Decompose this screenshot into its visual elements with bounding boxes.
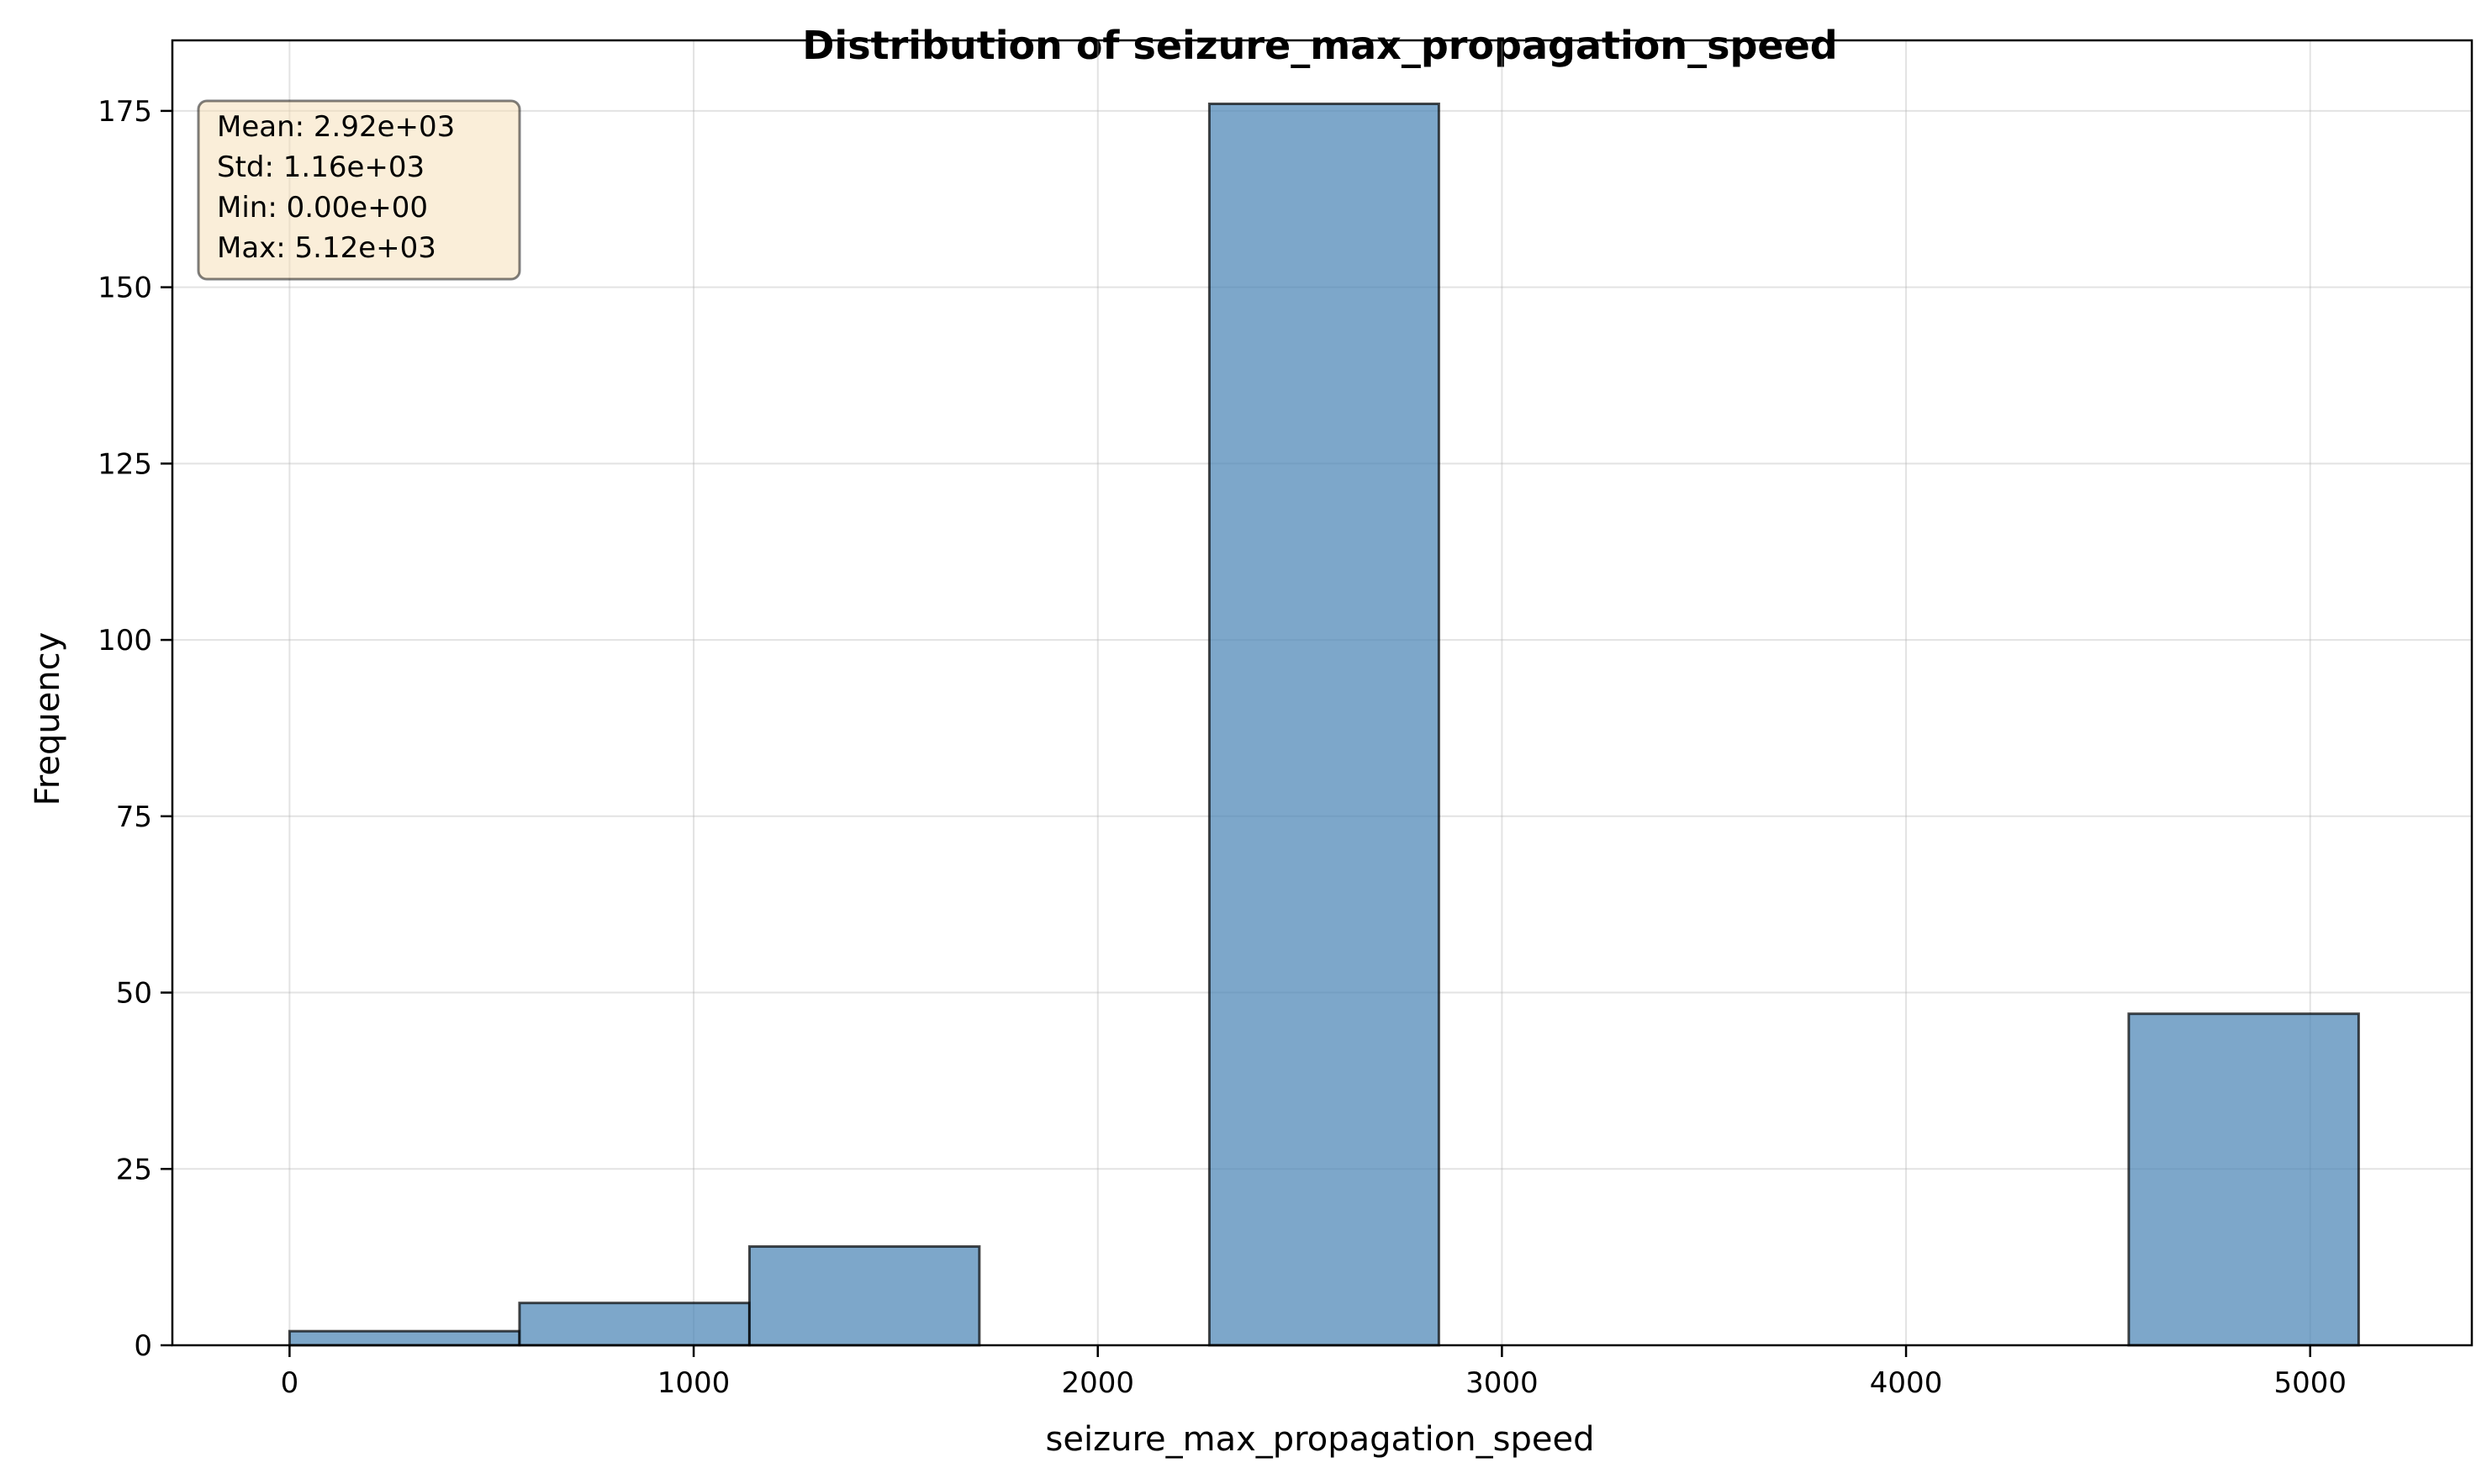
- y-tick-label: 50: [116, 977, 152, 1011]
- y-tick-label: 25: [116, 1153, 152, 1186]
- y-tick-label: 175: [98, 95, 152, 129]
- chart-title: Distribution of seizure_max_propagation_…: [802, 23, 1838, 68]
- stats-min: Min: 0.00e+00: [217, 191, 428, 224]
- x-tick-label: 2000: [1061, 1366, 1134, 1400]
- histogram-bar-0: [288, 1329, 521, 1347]
- x-tick-label: 5000: [2273, 1366, 2347, 1400]
- histogram-bar-4: [1207, 103, 1440, 1347]
- y-tick-label: 125: [98, 447, 152, 481]
- plot-area-frame: [171, 39, 2474, 1347]
- y-axis-ticks: 0 25 50 75 100 125 150 175: [98, 95, 172, 1363]
- y-tick-label: 150: [98, 272, 152, 305]
- y-tick-label: 100: [98, 624, 152, 658]
- x-tick-label: 0: [281, 1366, 299, 1400]
- bars-layer: [288, 103, 2360, 1347]
- stats-std: Std: 1.16e+03: [217, 151, 425, 184]
- y-tick-label: 0: [134, 1329, 152, 1363]
- histogram-bar-1: [518, 1302, 751, 1347]
- stats-box: Mean: 2.92e+03 Std: 1.16e+03 Min: 0.00e+…: [197, 99, 521, 281]
- x-tick-label: 3000: [1465, 1366, 1539, 1400]
- stats-mean: Mean: 2.92e+03: [217, 110, 455, 144]
- histogram-bar-8: [2127, 1012, 2360, 1347]
- x-tick-label: 4000: [1870, 1366, 1943, 1400]
- stats-box-background: [197, 99, 521, 281]
- x-tick-label: 1000: [657, 1366, 731, 1400]
- y-axis-label: Frequency: [29, 632, 67, 806]
- x-axis-ticks: 0 1000 2000 3000 4000 5000: [281, 1345, 2347, 1400]
- histogram-bar-2: [747, 1245, 981, 1347]
- y-tick-label: 75: [116, 800, 152, 834]
- x-axis-label: seizure_max_propagation_speed: [1046, 1420, 1595, 1459]
- stats-max: Max: 5.12e+03: [217, 231, 436, 265]
